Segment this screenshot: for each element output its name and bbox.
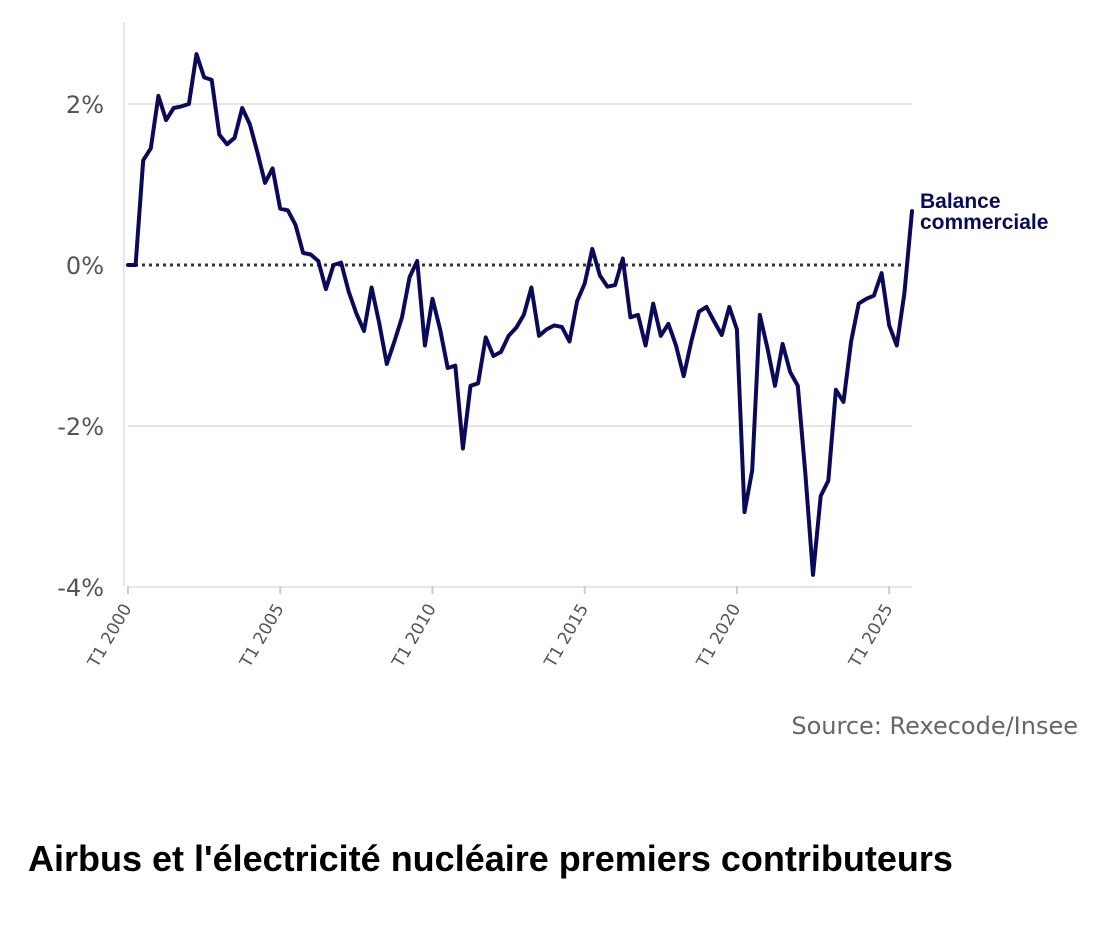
y-tick-label: -4% (57, 574, 104, 602)
series-label: Balance (920, 190, 1001, 213)
series-label: commerciale (920, 211, 1048, 234)
x-tick-label: T1 2000 (84, 601, 137, 672)
source-note: Source: Rexecode/Insee (791, 712, 1078, 740)
x-tick-label: T1 2015 (540, 601, 593, 672)
x-tick-label: T1 2020 (693, 601, 746, 672)
axes (123, 22, 891, 594)
y-tick-label: 0% (66, 252, 104, 280)
gridlines (128, 103, 912, 588)
line-chart: 2% 0% -2% -4%T1 2000 T1 2005 T1 2010 T1 2015 T1… (57, 22, 1048, 672)
labels: 2% 0% -2% -4%T1 2000 T1 2005 T1 2010 T1 2015 T1… (57, 91, 1048, 672)
page-title: Airbus et l'électricité nucléaire premie… (28, 838, 953, 879)
series-line-balance-commerciale (126, 52, 914, 577)
y-tick-label: -2% (57, 413, 104, 441)
x-tick-label: T1 2005 (236, 601, 289, 672)
x-tick-label: T1 2010 (388, 601, 441, 672)
series-layer (126, 52, 914, 577)
x-tick-label: T1 2025 (845, 601, 898, 672)
y-tick-label: 2% (66, 91, 104, 119)
